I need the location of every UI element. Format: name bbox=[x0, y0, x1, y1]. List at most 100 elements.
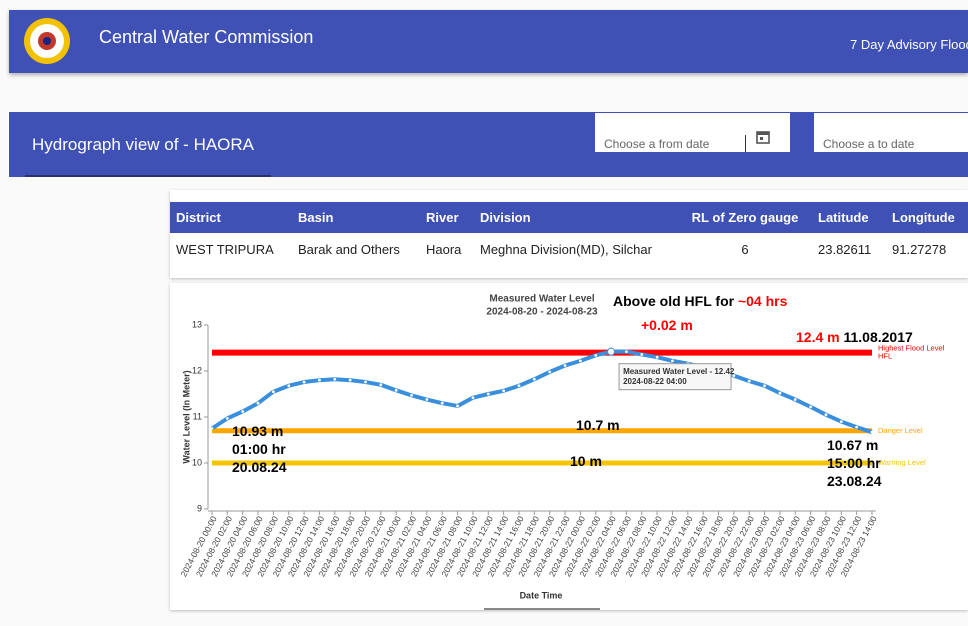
reference-label: Danger Level bbox=[878, 426, 923, 435]
y-axis-label: Water Level (In Meter) bbox=[181, 370, 191, 463]
annotation-part: ~04 hrs bbox=[738, 293, 788, 309]
data-point bbox=[486, 392, 490, 396]
data-point bbox=[410, 393, 413, 397]
data-point bbox=[394, 388, 398, 392]
data-point bbox=[517, 384, 521, 388]
data-point bbox=[379, 383, 383, 387]
annotation: 20.08.24 bbox=[232, 459, 287, 475]
placeholder: Choose a to date bbox=[823, 137, 915, 151]
tooltip-text: 2024-08-22 04:00 bbox=[623, 377, 687, 386]
annotation: +0.02 m bbox=[641, 317, 693, 333]
data-point bbox=[563, 364, 567, 367]
annotation-part: 10.67 m bbox=[827, 437, 878, 453]
header-row: District Basin River Division RL of Zero… bbox=[170, 202, 968, 233]
annotation-part: 23.08.24 bbox=[827, 473, 882, 489]
annotation: 23.08.24 bbox=[827, 473, 882, 489]
top-bar: Central Water Commission 7 Day Advisory … bbox=[9, 10, 968, 73]
annotation-part: 20.08.24 bbox=[232, 459, 287, 475]
series-line bbox=[210, 349, 873, 435]
info-card: District Basin River Division RL of Zero… bbox=[170, 190, 968, 278]
annotation-part: 01:00 hr bbox=[232, 441, 286, 457]
data-point bbox=[839, 420, 843, 423]
data-point bbox=[425, 398, 429, 401]
data-point bbox=[607, 347, 616, 356]
annotation-part: 10.7 m bbox=[576, 417, 620, 433]
data-point bbox=[763, 384, 766, 388]
data-row: WEST TRIPURA Barak and Others Haora Megh… bbox=[170, 233, 968, 265]
column-header: River bbox=[420, 202, 474, 233]
data-point bbox=[287, 384, 291, 388]
data-point bbox=[548, 370, 552, 374]
logo bbox=[24, 18, 70, 64]
column-header: Division bbox=[474, 202, 678, 233]
from-date-input[interactable]: Choose a from date bbox=[595, 113, 790, 152]
column-header: RL of Zero gauge bbox=[678, 202, 812, 233]
data-point bbox=[333, 377, 337, 381]
annotation: 01:00 hr bbox=[232, 441, 286, 457]
data-point bbox=[440, 401, 444, 405]
annotation-part: Above old HFL for bbox=[613, 293, 738, 309]
reference-label: Highest Flood Level bbox=[878, 344, 945, 353]
data-point bbox=[241, 410, 245, 413]
cell: WEST TRIPURA bbox=[176, 241, 274, 257]
y-tick-label: 12 bbox=[192, 365, 202, 375]
reference-label: HFL bbox=[878, 352, 892, 361]
x-axis-label: Date Time bbox=[520, 590, 563, 600]
data-point bbox=[793, 398, 797, 401]
data-point bbox=[578, 359, 582, 363]
calendar-icon[interactable] bbox=[755, 129, 771, 145]
data-point bbox=[640, 353, 644, 356]
y-tick-label: 11 bbox=[193, 411, 202, 421]
y-tick-label: 13 bbox=[192, 319, 202, 329]
chart-title: Measured Water Level bbox=[489, 294, 594, 305]
data-point bbox=[594, 353, 598, 357]
data-point bbox=[271, 390, 275, 394]
annotation: 10.7 m bbox=[576, 417, 620, 433]
data-point bbox=[747, 379, 751, 383]
info-table: District Basin River Division RL of Zero… bbox=[170, 202, 968, 265]
nav-link[interactable]: 7 Day Advisory Flood bbox=[850, 37, 968, 52]
data-point bbox=[456, 404, 459, 408]
underline bbox=[25, 175, 271, 177]
data-point bbox=[809, 405, 813, 409]
cell: Haora bbox=[426, 241, 462, 257]
annotation-part: 12.4 m bbox=[796, 329, 840, 345]
to-date-input[interactable]: Choose a to date bbox=[814, 113, 968, 152]
data-point bbox=[778, 391, 782, 395]
y-tick-label: 10 bbox=[192, 457, 202, 467]
data-point bbox=[364, 380, 367, 384]
annotation: 10.67 m bbox=[827, 437, 878, 453]
annotation-part: 10 m bbox=[570, 453, 602, 469]
data-point bbox=[532, 377, 536, 381]
cell: Barak and Others bbox=[298, 241, 400, 257]
data-point bbox=[225, 416, 229, 420]
reference-label: Warning Level bbox=[878, 458, 926, 467]
annotation: 15:00 hr bbox=[827, 455, 881, 471]
annotation-part: +0.02 m bbox=[641, 317, 693, 333]
data-point bbox=[671, 359, 674, 363]
data-point bbox=[870, 430, 874, 434]
y-tick-label: 9 bbox=[197, 503, 202, 513]
divider bbox=[745, 135, 746, 152]
column-header: Longitude bbox=[886, 202, 968, 233]
data-point bbox=[502, 389, 506, 393]
annotation: 10 m bbox=[570, 453, 602, 469]
annotation-part: 11.08.2017 bbox=[840, 329, 913, 345]
annotation: 12.4 m 11.08.2017 bbox=[796, 329, 913, 345]
cell: 6 bbox=[741, 241, 749, 257]
data-point bbox=[625, 350, 628, 354]
scroll-indicator bbox=[484, 608, 600, 610]
column-header: Latitude bbox=[812, 202, 886, 233]
tooltip-text: Measured Water Level - 12.42 bbox=[623, 367, 735, 376]
data-point bbox=[655, 355, 659, 359]
column-header: District bbox=[170, 202, 292, 233]
annotation-part: 15:00 hr bbox=[827, 455, 881, 471]
cell: 91.27278 bbox=[892, 241, 947, 257]
chart-subtitle: 2024-08-20 - 2024-08-23 bbox=[486, 307, 598, 318]
data-point bbox=[256, 401, 260, 405]
placeholder: Choose a from date bbox=[604, 137, 710, 151]
tooltip-box bbox=[618, 363, 732, 391]
data-point bbox=[348, 378, 352, 382]
data-point bbox=[318, 378, 321, 382]
